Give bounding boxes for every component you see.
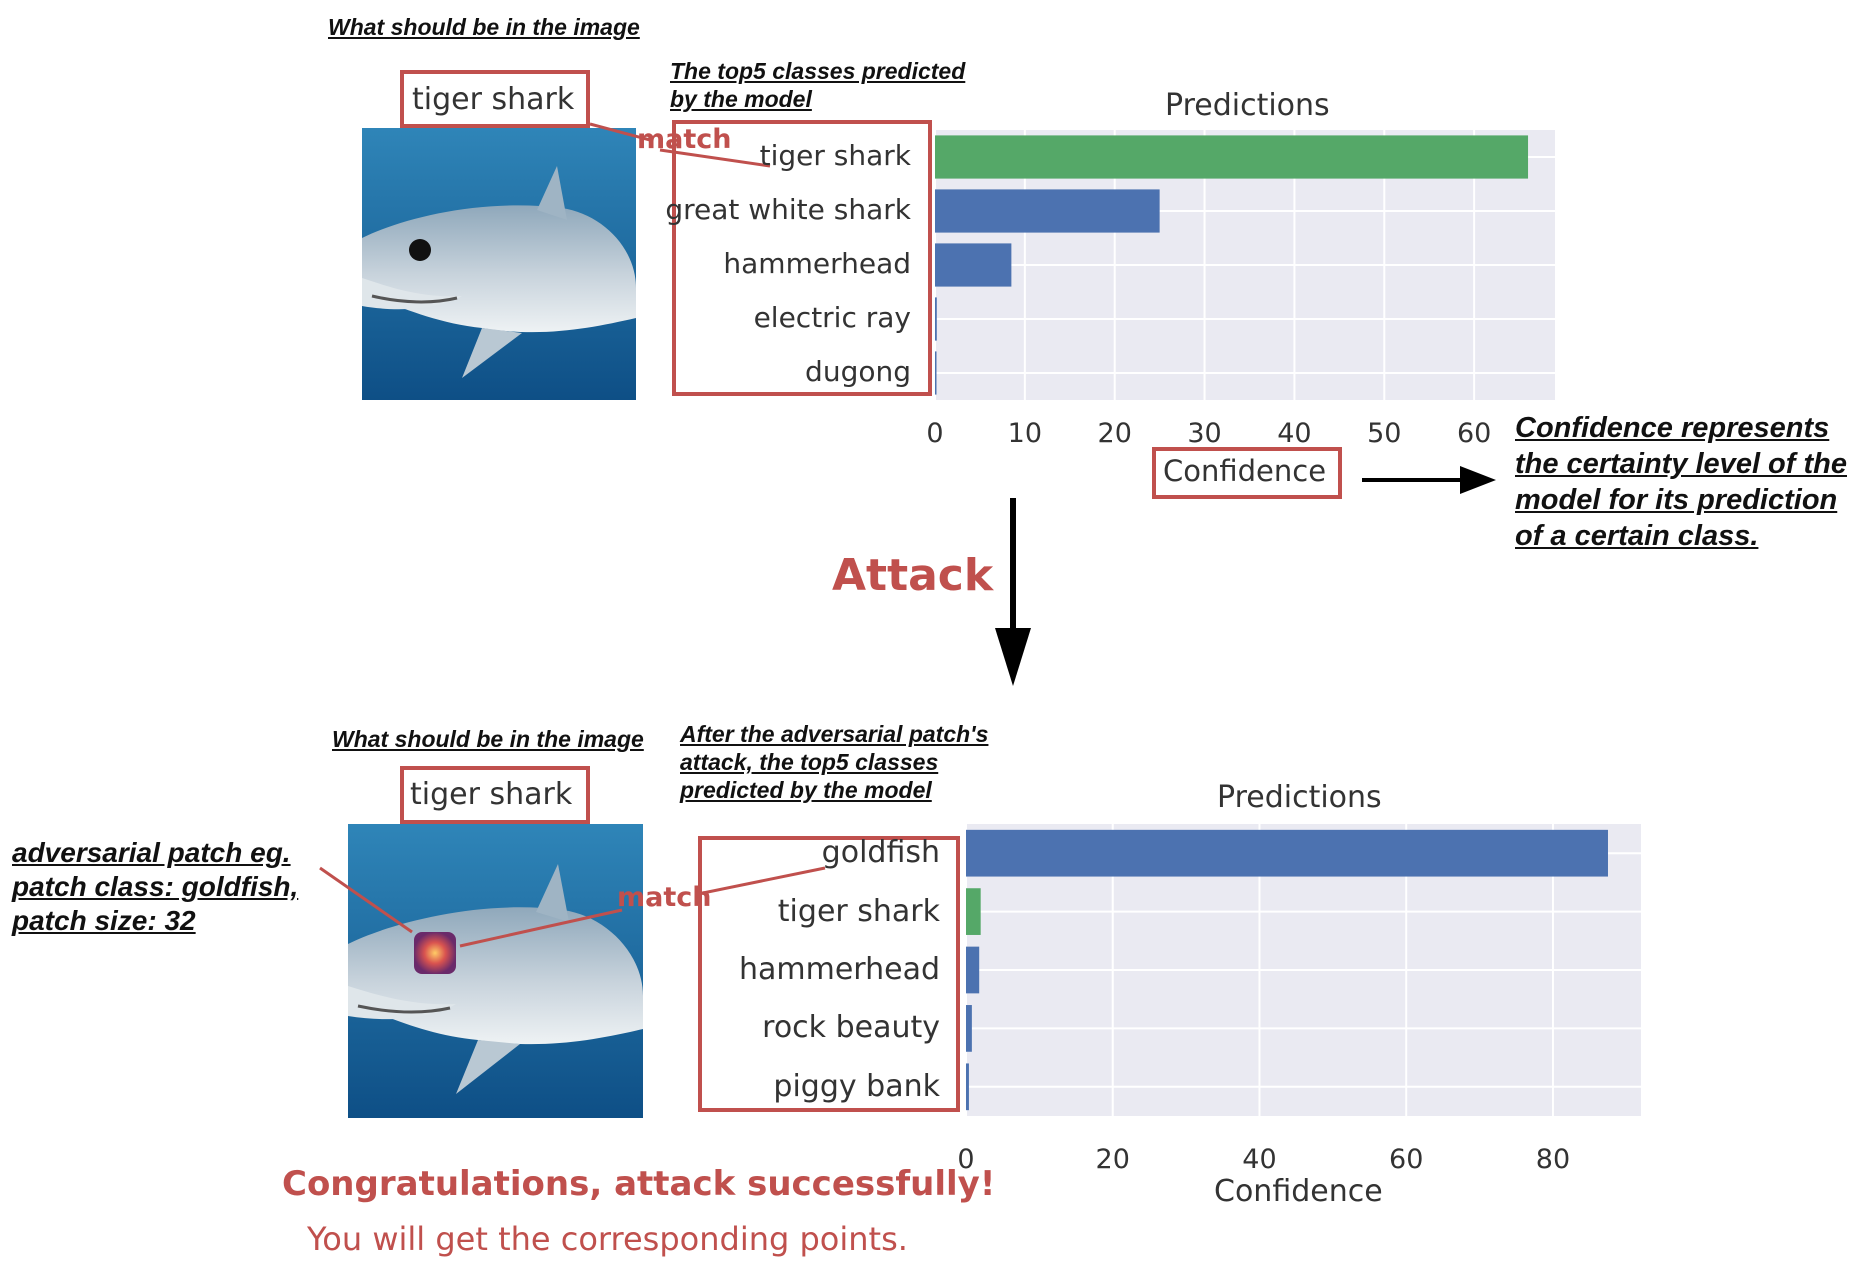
patch-note: adversarial patch eg. patch class: goldf…	[12, 836, 298, 938]
tick-label: 40	[1242, 1144, 1277, 1175]
congrats-message: Congratulations, attack successfully!	[282, 1164, 996, 1204]
shark-image-top	[362, 128, 636, 400]
confidence-note-line: of a certain class.	[1515, 520, 1759, 552]
chart-plot-top	[935, 130, 1555, 400]
match-label-top: match	[637, 124, 732, 155]
arrow-right-icon	[1362, 466, 1496, 494]
category-label: hammerhead	[723, 247, 911, 280]
bar-piggy-bank	[966, 1063, 969, 1111]
tick-label: 0	[926, 418, 944, 449]
match-line-top	[589, 122, 771, 168]
tick-label: 10	[1007, 418, 1043, 449]
confidence-box-top	[1152, 447, 1342, 499]
category-label: tiger shark	[777, 893, 940, 929]
top5-box-top	[672, 120, 932, 396]
note-after-attack: After the adversarial patch's attack, th…	[680, 720, 988, 804]
bar-electric-ray	[935, 297, 937, 341]
xlabel-bottom: Confidence	[1214, 1174, 1383, 1209]
xlabel-top: Confidence	[1163, 454, 1327, 488]
tick-label: 60	[1456, 418, 1492, 449]
arrow-down-icon	[995, 498, 1031, 686]
note-should-be-top: What should be in the image	[328, 14, 640, 40]
match-line-bottom	[319, 866, 826, 948]
top5-box-bottom	[698, 836, 960, 1112]
note-top5-line2: by the model	[670, 86, 812, 112]
note-top5-line1: The top5 classes predicted	[670, 58, 966, 84]
patch-note-line: patch size: 32	[12, 905, 196, 936]
tick-label: 60	[1389, 1144, 1424, 1175]
category-label: great white shark	[665, 193, 911, 226]
bar-tiger-shark	[935, 135, 1529, 179]
note-after-line: attack, the top5 classes	[680, 749, 939, 775]
note-after-line: predicted by the model	[680, 777, 932, 803]
bar-rock-beauty	[966, 1005, 972, 1052]
category-label: piggy bank	[773, 1068, 940, 1104]
confidence-note-line: model for its prediction	[1515, 484, 1838, 516]
tick-label: 0	[957, 1144, 975, 1175]
chart-plot-bottom	[966, 824, 1641, 1116]
true-label-box-bottom	[400, 766, 590, 824]
tick-label: 80	[1535, 1144, 1571, 1175]
match-label-bottom: match	[617, 882, 712, 913]
category-label: dugong	[805, 355, 911, 388]
bar-dugong	[935, 351, 937, 395]
confidence-note-line: Confidence represents	[1515, 412, 1830, 444]
true-label-box-top	[400, 70, 590, 128]
confidence-note-line: the certainty level of the	[1515, 448, 1847, 480]
true-label-top: tiger shark	[412, 82, 575, 117]
tick-label: 40	[1277, 418, 1312, 449]
tick-label: 50	[1367, 418, 1402, 449]
points-message: You will get the corresponding points.	[307, 1220, 908, 1258]
bar-goldfish	[966, 829, 1608, 877]
tick-label: 20	[1097, 418, 1132, 449]
category-label: hammerhead	[738, 952, 940, 987]
bar-tiger-shark	[966, 888, 981, 935]
note-should-be-bottom: What should be in the image	[332, 726, 644, 752]
chart-title-bottom: Predictions	[1217, 780, 1382, 815]
confidence-note: Confidence represents the certainty leve…	[1515, 410, 1847, 554]
bar-hammerhead	[935, 243, 1012, 287]
note-after-line: After the adversarial patch's	[680, 721, 989, 747]
category-label: goldfish	[821, 835, 940, 871]
category-label: electric ray	[753, 301, 911, 334]
true-label-bottom: tiger shark	[410, 777, 573, 812]
chart-title-top: Predictions	[1165, 88, 1330, 123]
bar-hammerhead	[966, 946, 980, 994]
bar-great-white-shark	[935, 189, 1160, 233]
tick-label: 30	[1187, 418, 1222, 449]
category-label: tiger shark	[759, 139, 911, 172]
patch-note-line: patch class: goldfish,	[12, 871, 299, 902]
patch-note-line: adversarial patch eg.	[12, 837, 291, 868]
attack-label: Attack	[832, 550, 994, 601]
category-label: rock beauty	[762, 1010, 940, 1046]
tick-label: 20	[1095, 1144, 1130, 1175]
shark-image-bottom	[348, 824, 643, 1118]
